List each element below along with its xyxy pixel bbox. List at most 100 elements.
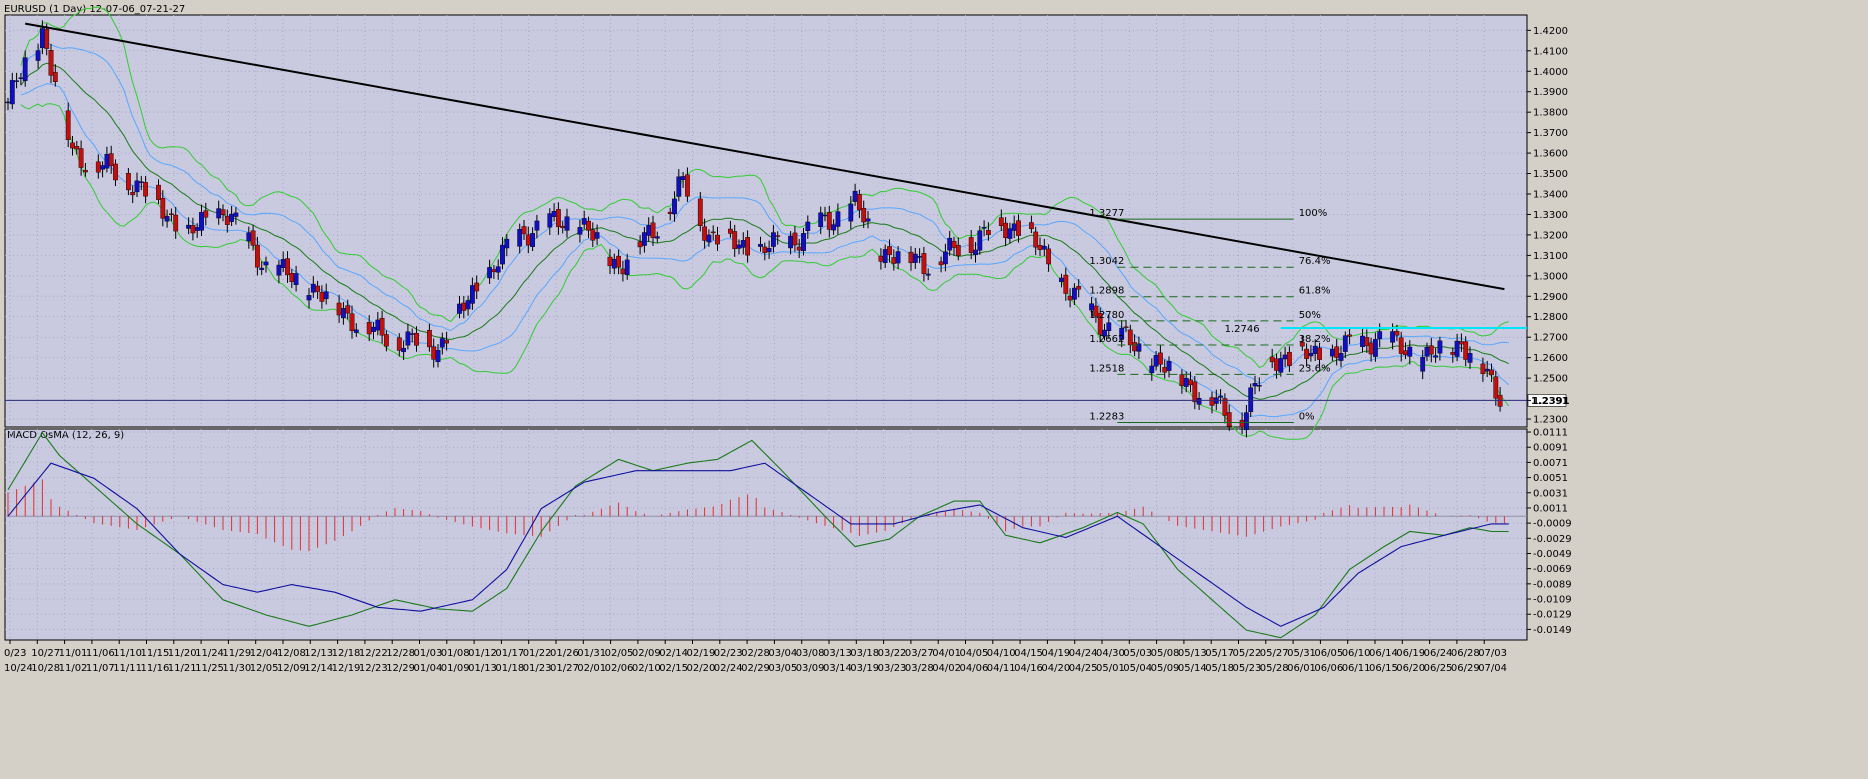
bear-candle [590,229,596,241]
bull-candle [577,227,583,235]
bear-candle [586,220,591,231]
time-axis-label-top: 01/12 [468,648,497,659]
bull-candle [654,236,660,239]
bear-candle [1463,341,1469,360]
macd-axis: 0.0111 0.0091 0.0071 0.0051 0.0031 0.0011 -0.0… [1527,428,1572,636]
bull-candle [306,295,312,301]
bull-candle [1454,340,1460,357]
bear-candle [289,273,295,282]
bull-candle [624,259,630,275]
bear-candle [685,174,690,197]
time-axis-label-top: 03/22 [878,648,907,659]
bull-candle [1338,353,1344,361]
bull-candle [895,251,901,264]
bull-candle [164,216,170,222]
bull-candle [1377,331,1383,340]
price-axis-label: 1.3400 [1533,189,1568,200]
bear-candle [65,110,71,140]
time-axis-label-bottom: 12/29 [386,663,415,674]
bull-candle [805,221,811,231]
bear-candle [1076,285,1082,290]
bear-candle [861,208,867,223]
bear-candle [1028,222,1034,230]
bear-candle [525,234,531,246]
fib-percent-label: 0% [1299,411,1315,422]
time-axis-label-top: 02/19 [687,648,716,659]
bull-candle [1372,339,1378,357]
bear-candle [1450,352,1456,355]
time-axis-label-top: 04/24 [1069,648,1098,659]
time-axis-label-bottom: 11/25 [195,663,224,674]
bear-candle [1162,367,1168,373]
bull-candle [246,232,252,242]
bull-candle [18,77,24,79]
time-axis-label-top: 12/04 [250,648,279,659]
bear-candle [1209,397,1215,406]
bull-candle [766,248,772,253]
fib-percent-label: 61.8% [1299,286,1331,297]
bear-candle [1067,295,1073,301]
time-axis-label-bottom: 03/28 [905,663,934,674]
bear-candle [474,282,480,292]
bear-candle [556,209,561,227]
bear-candle [1269,356,1275,363]
time-axis-label-bottom: 06/20 [1396,663,1425,674]
bull-candle [1149,365,1155,374]
bear-candle [650,222,656,239]
macd-axis-label: -0.0009 [1533,519,1572,530]
time-axis-label-bottom: 06/06 [1314,663,1343,674]
bear-candle [620,268,626,275]
bull-candle [680,176,686,180]
time-axis-label-top: 05/22 [1233,648,1262,659]
time-axis-label-top: 05/27 [1260,648,1289,659]
bull-candle [822,214,828,217]
bear-candle [1132,342,1138,352]
time-axis-label-bottom: 11/07 [86,663,115,674]
time-axis-label-top: 05/13 [1178,648,1207,659]
time-axis-label-bottom: 05/18 [1205,663,1234,674]
fib-price-label: 1.2518 [1089,363,1124,374]
bear-candle [156,184,161,200]
bull-candle [293,273,299,285]
bear-candle [1097,313,1103,335]
bull-candle [323,291,329,300]
time-axis-label-bottom: 06/15 [1369,663,1398,674]
bull-candle [104,154,110,169]
bull-candle [405,331,411,346]
bear-candle [224,216,230,225]
time-axis-label-top: 06/24 [1424,648,1453,659]
time-axis-label-bottom: 03/19 [850,663,879,674]
bear-candle [1127,329,1133,346]
price-axis-label: 1.2700 [1533,333,1568,344]
bear-candle [762,246,768,253]
bull-candle [1467,353,1473,363]
bull-candle [375,319,381,331]
bull-candle [551,211,557,217]
bear-candle [125,173,131,191]
bull-candle [534,220,540,231]
macd-axis-label: 0.0111 [1533,428,1568,439]
bull-candle [1312,345,1318,354]
bull-candle [865,218,871,222]
bear-candle [968,237,974,253]
macd-axis-label: -0.0129 [1533,610,1572,621]
bear-candle [1226,412,1232,427]
macd-panel[interactable] [4,428,1528,641]
bear-candle [792,232,798,246]
bear-candle [1394,331,1400,336]
bear-candle [728,228,733,234]
bear-candle [951,240,957,248]
bear-candle [190,225,196,234]
bear-candle [921,253,927,274]
time-axis-label-bottom: 05/04 [1123,663,1152,674]
bear-candle [315,285,320,292]
macd-main-line [7,462,1509,627]
bear-candle [715,234,720,245]
bull-candle [1102,329,1107,337]
macd-axis-label: -0.0029 [1533,534,1572,545]
time-axis-label-top: 0/23 [4,648,26,659]
bear-candle [113,163,118,181]
bull-candle [435,349,441,363]
time-axis-label-bottom: 12/09 [277,663,306,674]
